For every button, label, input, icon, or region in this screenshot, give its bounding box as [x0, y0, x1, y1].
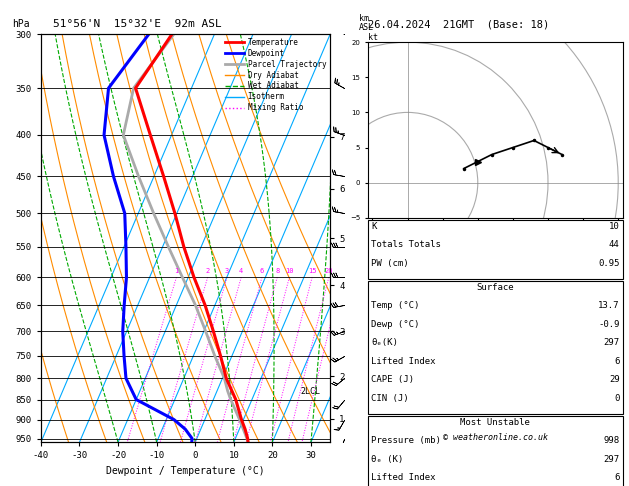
Text: © weatheronline.co.uk: © weatheronline.co.uk: [443, 433, 548, 442]
Text: CAPE (J): CAPE (J): [371, 375, 414, 384]
Text: 297: 297: [603, 338, 620, 347]
Text: 6: 6: [260, 268, 264, 275]
Text: 44: 44: [609, 240, 620, 249]
Text: 0: 0: [614, 394, 620, 403]
Text: CIN (J): CIN (J): [371, 394, 409, 403]
Text: θₑ (K): θₑ (K): [371, 455, 403, 464]
Text: 297: 297: [603, 455, 620, 464]
Text: Totals Totals: Totals Totals: [371, 240, 441, 249]
Text: 6: 6: [614, 357, 620, 366]
Text: 998: 998: [603, 436, 620, 446]
Text: K: K: [371, 222, 377, 231]
Text: 4: 4: [239, 268, 243, 275]
Text: 51°56'N  15°32'E  92m ASL: 51°56'N 15°32'E 92m ASL: [53, 19, 222, 29]
Text: 8: 8: [275, 268, 279, 275]
Legend: Temperature, Dewpoint, Parcel Trajectory, Dry Adiabat, Wet Adiabat, Isotherm, Mi: Temperature, Dewpoint, Parcel Trajectory…: [225, 38, 326, 112]
Text: Surface: Surface: [477, 283, 514, 292]
Text: Lifted Index: Lifted Index: [371, 473, 436, 483]
Text: 10: 10: [609, 222, 620, 231]
Text: 26.04.2024  21GMT  (Base: 18): 26.04.2024 21GMT (Base: 18): [368, 19, 549, 29]
Text: hPa: hPa: [13, 19, 30, 29]
Text: 2: 2: [206, 268, 210, 275]
X-axis label: Dewpoint / Temperature (°C): Dewpoint / Temperature (°C): [106, 466, 265, 476]
Text: Temp (°C): Temp (°C): [371, 301, 420, 311]
Text: Lifted Index: Lifted Index: [371, 357, 436, 366]
Text: kt: kt: [368, 33, 378, 42]
Text: PW (cm): PW (cm): [371, 259, 409, 268]
Text: θₑ(K): θₑ(K): [371, 338, 398, 347]
Text: 20: 20: [325, 268, 333, 275]
Text: 1: 1: [174, 268, 179, 275]
Text: 0.95: 0.95: [598, 259, 620, 268]
Text: 29: 29: [609, 375, 620, 384]
Text: Pressure (mb): Pressure (mb): [371, 436, 441, 446]
Text: 10: 10: [285, 268, 294, 275]
Text: -0.9: -0.9: [598, 320, 620, 329]
Text: Dewp (°C): Dewp (°C): [371, 320, 420, 329]
Text: 13.7: 13.7: [598, 301, 620, 311]
Text: Most Unstable: Most Unstable: [460, 418, 530, 427]
Text: 6: 6: [614, 473, 620, 483]
Text: 2LCL: 2LCL: [301, 387, 321, 396]
Text: km
ASL: km ASL: [359, 14, 374, 32]
Text: 3: 3: [225, 268, 229, 275]
Text: 15: 15: [308, 268, 316, 275]
